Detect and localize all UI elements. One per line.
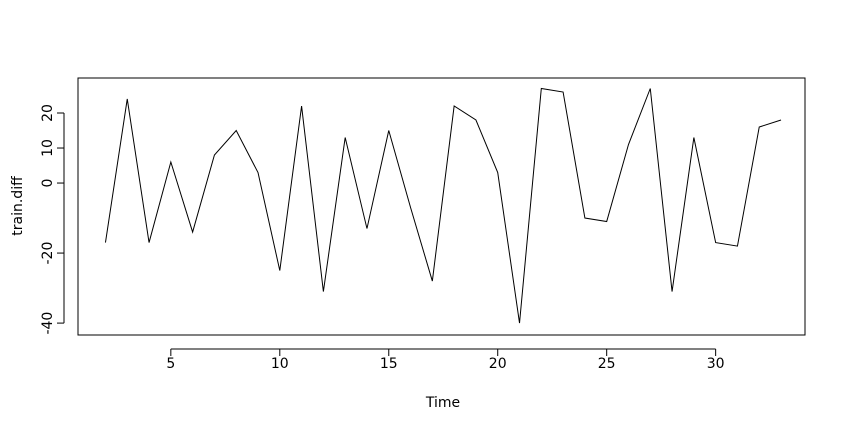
y-tick-label: 0 [40,179,56,188]
x-tick-label: 10 [271,356,289,372]
x-tick-label: 30 [707,356,725,372]
x-tick-label: 25 [598,356,616,372]
x-tick-label: 20 [489,356,507,372]
series-line [104,87,782,324]
y-tick-label: 10 [40,139,56,157]
x-tick-label: 5 [166,356,175,372]
y-tick-label: -20 [40,242,56,265]
y-tick-label: -40 [40,312,56,335]
y-axis-label: train.diff [10,176,26,236]
plot-box [77,77,806,336]
x-axis-label: Time [425,395,460,411]
x-tick-label: 15 [380,356,398,372]
y-tick-label: 20 [40,104,56,122]
